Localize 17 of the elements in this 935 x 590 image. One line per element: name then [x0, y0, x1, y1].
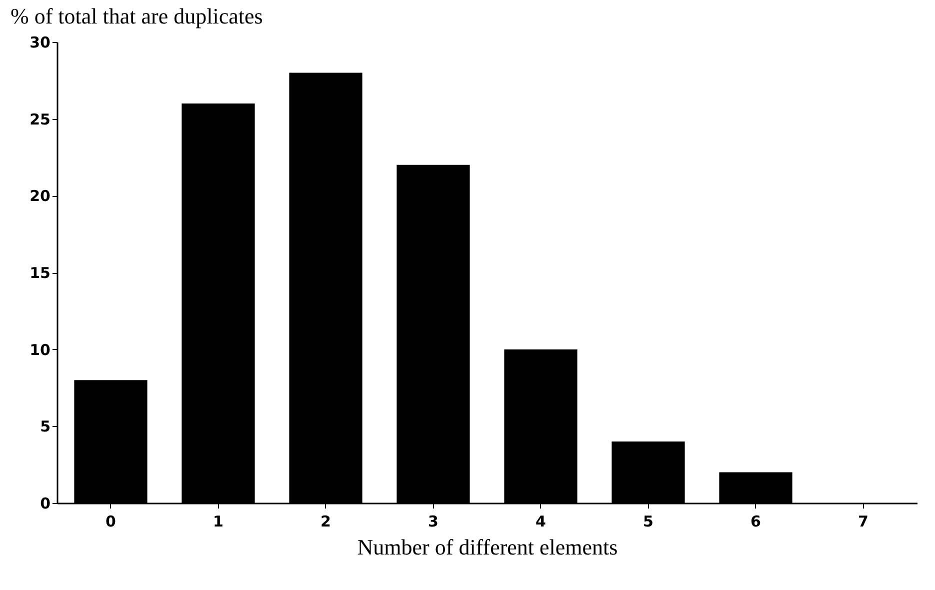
x-axis-title: Number of different elements: [357, 534, 618, 560]
x-tick-label: 7: [858, 512, 868, 530]
y-axis-title: % of total that are duplicates: [10, 4, 263, 28]
y-tick-label: 15: [30, 264, 50, 282]
x-tick-label: 5: [643, 512, 654, 530]
x-tick-label: 0: [106, 512, 116, 530]
y-tick-label: 20: [30, 187, 50, 206]
y-tick-label: 25: [30, 110, 50, 128]
x-tick-label: 2: [320, 512, 331, 530]
y-tick-label: 5: [40, 418, 50, 436]
x-tick-label: 6: [750, 512, 761, 530]
y-tick-label: 10: [30, 340, 50, 359]
y-tick-label: 0: [40, 494, 50, 512]
x-tick-label: 3: [428, 512, 438, 530]
y-tick-label: 30: [30, 34, 50, 52]
x-tick-label: 4: [536, 512, 546, 530]
x-tick-label: 1: [213, 512, 224, 530]
